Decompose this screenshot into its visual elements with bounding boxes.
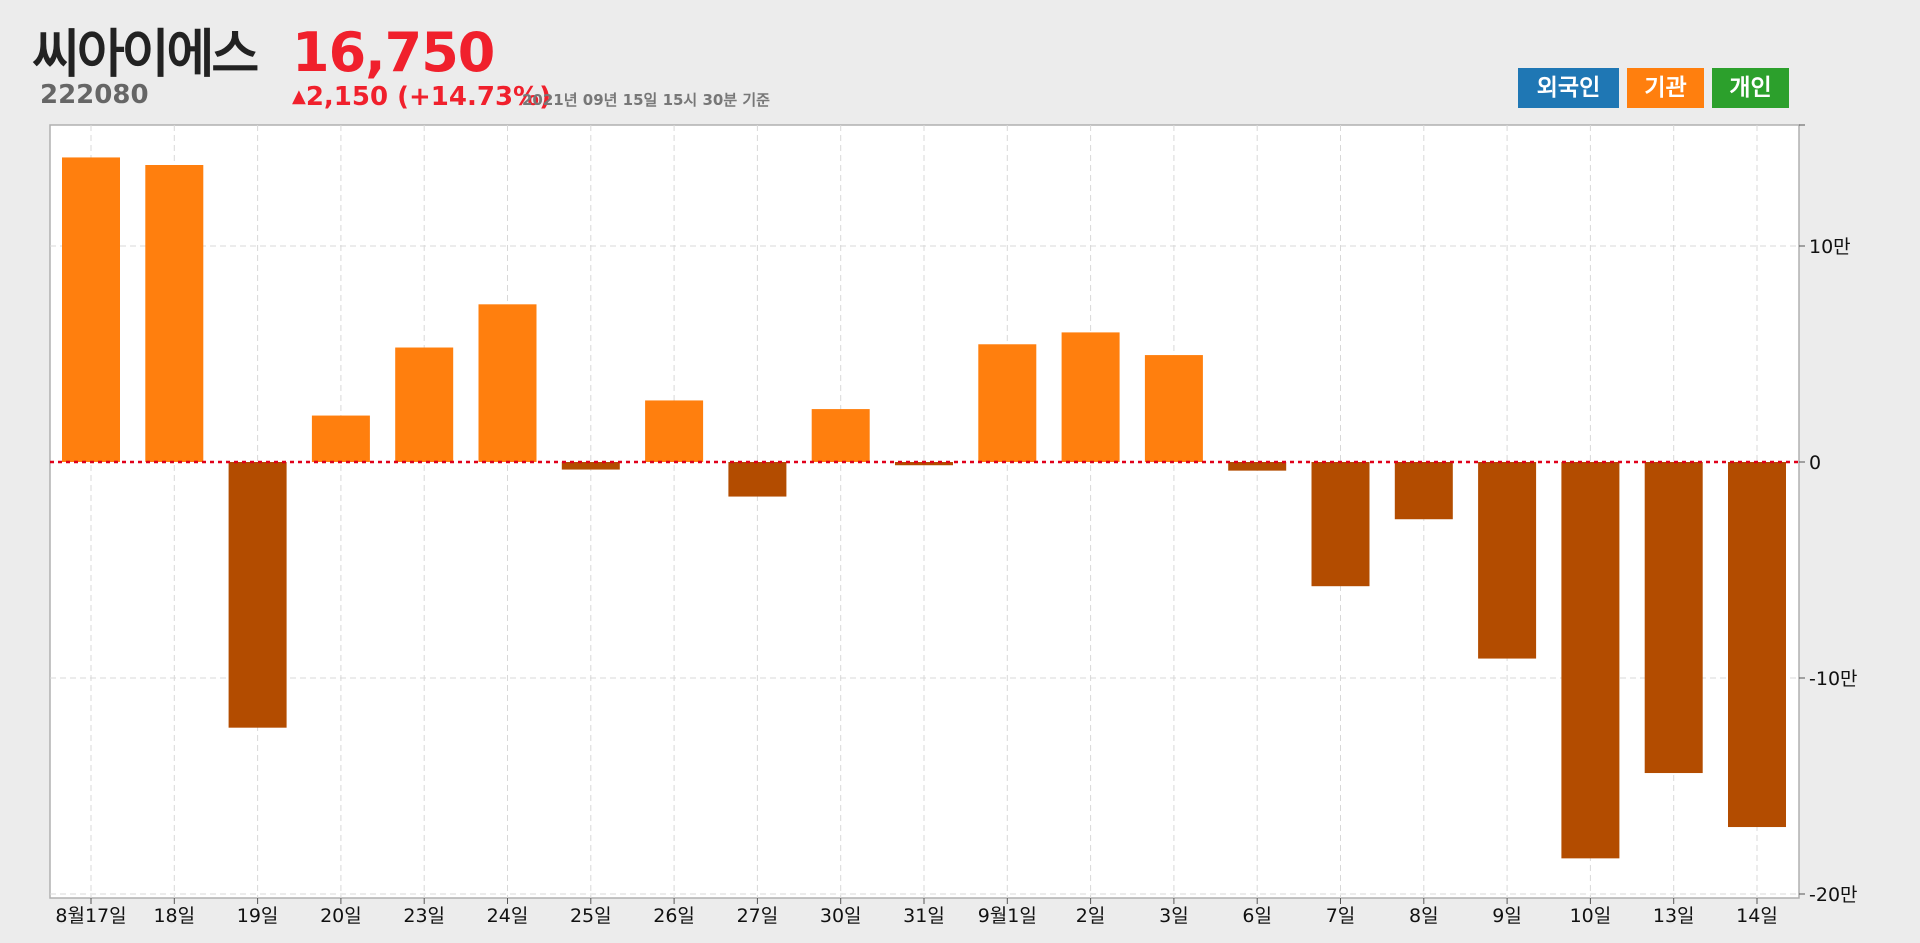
bar bbox=[728, 462, 787, 497]
as-of-timestamp: 2021년 09년 15일 15시 30분 기준 bbox=[522, 91, 770, 109]
bar bbox=[1311, 462, 1370, 587]
bar bbox=[311, 415, 370, 462]
x-tick-label: 6일 bbox=[1242, 905, 1272, 927]
current-price: 16,750 bbox=[292, 21, 495, 84]
x-tick-label: 24일 bbox=[487, 905, 529, 927]
bar bbox=[1061, 332, 1120, 462]
x-tick-label: 27일 bbox=[737, 905, 779, 927]
bar bbox=[1561, 462, 1620, 859]
x-tick-label: 14일 bbox=[1736, 905, 1778, 927]
x-tick-label: 30일 bbox=[820, 905, 862, 927]
price-change-value: 2,150 (+14.73%) bbox=[305, 82, 551, 112]
x-tick-label: 3일 bbox=[1159, 905, 1189, 927]
bar bbox=[978, 344, 1037, 462]
y-tick-label: -20만 bbox=[1809, 884, 1858, 906]
x-tick-label: 9월1일 bbox=[978, 905, 1037, 927]
legend-label-foreign: 외국인 bbox=[1536, 75, 1601, 101]
bar bbox=[1644, 462, 1703, 774]
legend-label-institution: 기관 bbox=[1644, 75, 1687, 101]
bar bbox=[895, 462, 953, 466]
x-tick-label: 19일 bbox=[237, 905, 279, 927]
x-tick-label: 13일 bbox=[1653, 905, 1695, 927]
bar bbox=[1228, 462, 1287, 471]
stock-code: 222080 bbox=[40, 80, 149, 110]
x-tick-label: 8일 bbox=[1409, 905, 1439, 927]
x-tick-label: 9일 bbox=[1492, 905, 1522, 927]
price-change: ▲2,150 (+14.73%) bbox=[292, 82, 551, 112]
x-tick-label: 18일 bbox=[153, 905, 195, 927]
x-tick-label: 31일 bbox=[903, 905, 945, 927]
x-tick-label: 10일 bbox=[1570, 905, 1612, 927]
legend-button-institution[interactable]: 기관 bbox=[1627, 68, 1704, 108]
bar bbox=[145, 165, 204, 462]
stock-name: 씨아이에스 bbox=[32, 25, 259, 85]
bar bbox=[645, 400, 704, 462]
bar bbox=[395, 347, 454, 462]
x-tick-label: 20일 bbox=[320, 905, 362, 927]
bar bbox=[478, 304, 537, 462]
bar bbox=[62, 157, 120, 462]
y-tick-label: 0 bbox=[1809, 452, 1821, 474]
x-tick-label: 8월17일 bbox=[55, 905, 126, 927]
bar bbox=[1144, 355, 1203, 462]
x-tick-label: 2일 bbox=[1076, 905, 1106, 927]
y-tick-label: -10만 bbox=[1809, 668, 1858, 690]
bar bbox=[811, 409, 870, 462]
bar bbox=[1728, 462, 1786, 828]
x-tick-label: 26일 bbox=[653, 905, 695, 927]
up-arrow-icon: ▲ bbox=[292, 86, 306, 107]
x-tick-label: 23일 bbox=[403, 905, 445, 927]
bar bbox=[1394, 462, 1453, 520]
bar bbox=[228, 462, 287, 728]
stock-header: 씨아이에스 222080 16,750 ▲2,150 (+14.73%) 202… bbox=[0, 0, 1920, 124]
y-tick-label: 10만 bbox=[1809, 236, 1851, 258]
legend-button-foreign[interactable]: 외국인 bbox=[1518, 68, 1619, 108]
legend-label-individual: 개인 bbox=[1729, 75, 1772, 101]
legend-button-individual[interactable]: 개인 bbox=[1712, 68, 1789, 108]
x-tick-label: 25일 bbox=[570, 905, 612, 927]
x-tick-label: 7일 bbox=[1326, 905, 1356, 927]
bar bbox=[561, 462, 620, 470]
bar bbox=[1478, 462, 1537, 659]
